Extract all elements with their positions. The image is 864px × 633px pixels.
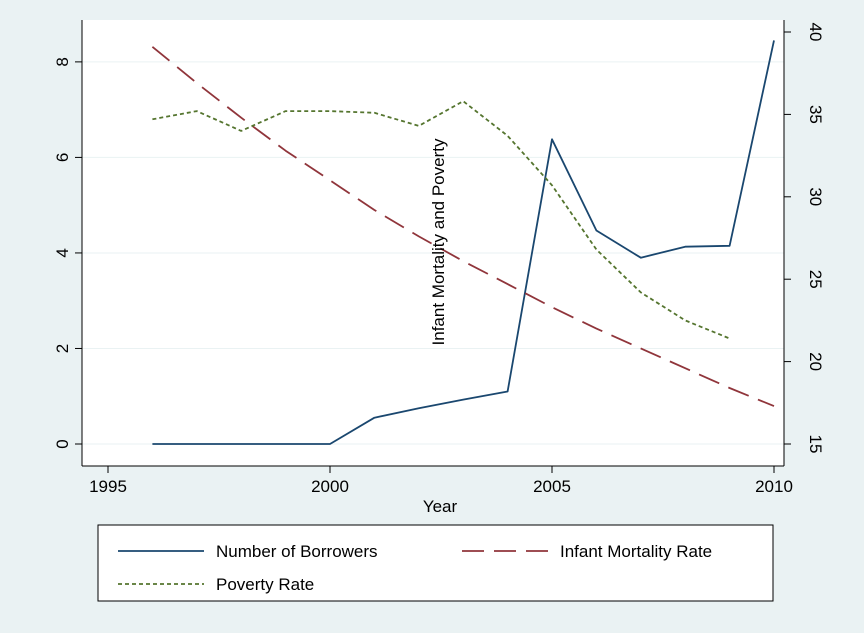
y-tick-label-0: 0: [53, 439, 72, 448]
legend-label-number-of-borrowers: Number of Borrowers: [216, 542, 378, 561]
x-tick-label-2005: 2005: [533, 477, 571, 496]
y-tick-label-2: 2: [53, 344, 72, 353]
x-tick-label-1995: 1995: [89, 477, 127, 496]
y-tick-label-4: 4: [53, 248, 72, 257]
x-tick-label-2010: 2010: [755, 477, 793, 496]
x-tick-label-2000: 2000: [311, 477, 349, 496]
right-axis-title: Infant Mortality and Poverty: [429, 138, 448, 345]
legend-label-infant-mortality-rate: Infant Mortality Rate: [560, 542, 712, 561]
legend: Number of Borrowers Infant Mortality Rate…: [118, 542, 712, 594]
plot-area: [82, 20, 784, 466]
y2-tick-label-30: 30: [806, 187, 825, 206]
axes: 1995 2000 2005 2010 0 2 4 6 8 15 20 25 30 35 40: [53, 20, 825, 496]
series-line-infant-mortality-rate: [151, 46, 775, 407]
y2-tick-label-40: 40: [806, 23, 825, 42]
y-tick-label-8: 8: [53, 57, 72, 66]
series-layer: [151, 40, 775, 445]
y2-tick-label-35: 35: [806, 105, 825, 124]
y2-tick-label-15: 15: [806, 435, 825, 454]
legend-label-poverty-rate: Poverty Rate: [216, 575, 314, 594]
y2-tick-label-25: 25: [806, 270, 825, 289]
legend-box: [97, 524, 774, 602]
series-line-poverty-rate: [152, 100, 730, 340]
series-line-number-of-borrowers: [152, 40, 775, 445]
x-axis-title: Year: [423, 497, 458, 516]
y-tick-label-6: 6: [53, 153, 72, 162]
y2-tick-label-20: 20: [806, 352, 825, 371]
